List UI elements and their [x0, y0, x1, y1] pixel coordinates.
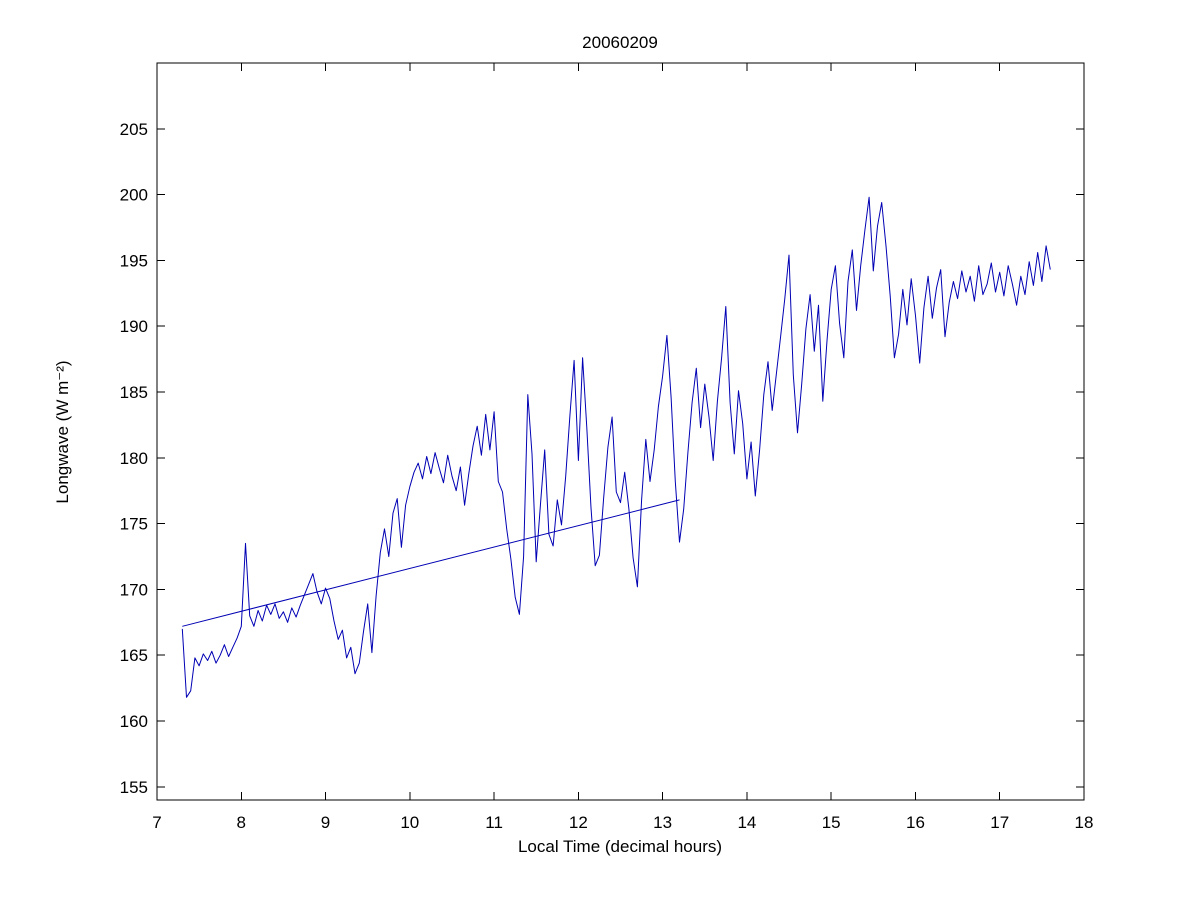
- y-tick-label: 170: [120, 580, 148, 599]
- y-tick-label: 155: [120, 778, 148, 797]
- x-tick-label: 15: [822, 813, 841, 832]
- y-tick-label: 205: [120, 120, 148, 139]
- y-tick-label: 185: [120, 383, 148, 402]
- longwave-timeseries: [181, 196, 1051, 698]
- x-tick-label: 13: [653, 813, 672, 832]
- x-tick-label: 18: [1075, 813, 1094, 832]
- axes-box: [156, 62, 1085, 801]
- chart-title: 20060209: [582, 33, 658, 52]
- y-tick-label: 200: [120, 186, 148, 205]
- x-tick-label: 8: [237, 813, 246, 832]
- linear-fit-line: [182, 499, 680, 627]
- y-axis-label: Longwave (W m⁻²): [53, 360, 72, 503]
- x-tick-label: 10: [400, 813, 419, 832]
- x-tick-label: 16: [906, 813, 925, 832]
- x-tick-label: 14: [737, 813, 756, 832]
- y-tick-label: 180: [120, 449, 148, 468]
- x-tick-label: 17: [990, 813, 1009, 832]
- y-tick-label: 165: [120, 646, 148, 665]
- y-tick-label: 175: [120, 515, 148, 534]
- x-tick-label: 12: [569, 813, 588, 832]
- y-tick-label: 160: [120, 712, 148, 731]
- x-axis-label: Local Time (decimal hours): [518, 837, 722, 856]
- x-tick-label: 11: [485, 813, 503, 832]
- x-tick-label: 9: [321, 813, 330, 832]
- y-tick-label: 195: [120, 251, 148, 270]
- y-tick-label: 190: [120, 317, 148, 336]
- x-tick-label: 7: [152, 813, 161, 832]
